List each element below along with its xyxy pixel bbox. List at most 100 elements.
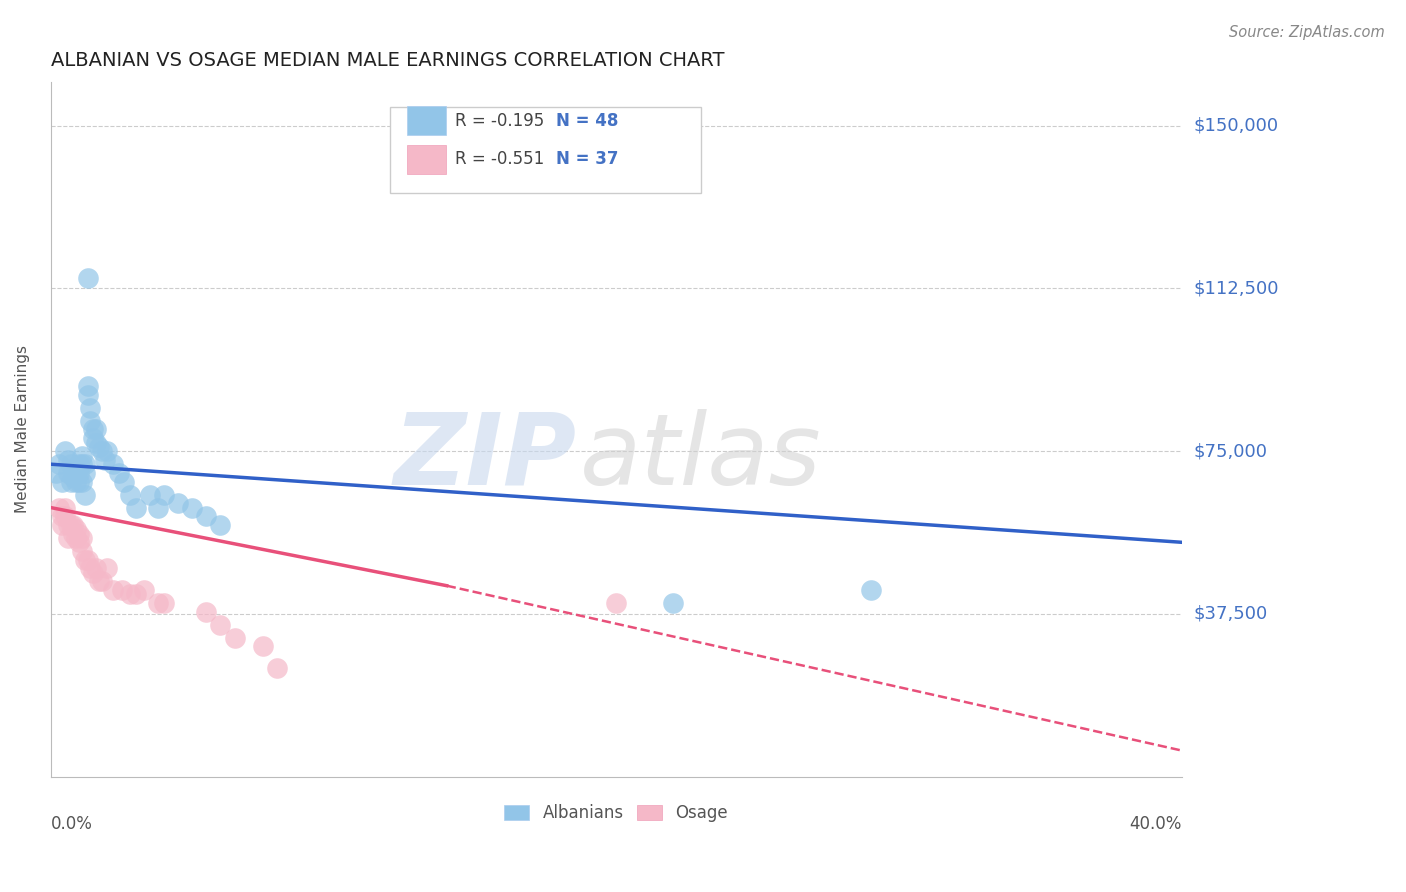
Point	[153, 596, 176, 610]
Point	[209, 518, 232, 533]
Point	[134, 582, 156, 597]
Point	[62, 461, 84, 475]
Point	[76, 270, 98, 285]
Point	[224, 631, 246, 645]
Point	[67, 475, 90, 489]
Point	[124, 587, 146, 601]
Point	[48, 457, 70, 471]
Point	[76, 552, 98, 566]
Point	[56, 531, 79, 545]
Point	[65, 522, 87, 536]
Text: $112,500: $112,500	[1194, 279, 1278, 297]
Point	[45, 466, 67, 480]
Point	[51, 509, 73, 524]
Point	[76, 379, 98, 393]
Point	[73, 487, 96, 501]
Point	[93, 453, 115, 467]
Point	[662, 596, 685, 610]
Point	[79, 401, 101, 415]
Text: 40.0%: 40.0%	[1129, 814, 1182, 833]
Point	[79, 414, 101, 428]
Point	[90, 444, 112, 458]
Point	[181, 500, 204, 515]
Point	[82, 422, 104, 436]
Point	[84, 435, 107, 450]
Point	[62, 470, 84, 484]
Point	[70, 531, 93, 545]
Point	[87, 574, 110, 589]
Point	[51, 475, 73, 489]
Point	[118, 587, 141, 601]
Point	[76, 388, 98, 402]
Text: 0.0%: 0.0%	[51, 814, 93, 833]
Point	[153, 487, 176, 501]
Point	[51, 518, 73, 533]
Point	[70, 457, 93, 471]
Point	[859, 582, 882, 597]
Text: Source: ZipAtlas.com: Source: ZipAtlas.com	[1229, 25, 1385, 40]
Point	[53, 444, 76, 458]
Point	[59, 475, 82, 489]
Point	[48, 500, 70, 515]
FancyBboxPatch shape	[389, 107, 702, 194]
Point	[605, 596, 627, 610]
Text: R = -0.551: R = -0.551	[454, 150, 544, 169]
Point	[112, 475, 135, 489]
Point	[67, 466, 90, 480]
Point	[252, 640, 274, 654]
Point	[118, 487, 141, 501]
Text: N = 37: N = 37	[557, 150, 619, 169]
Text: atlas: atlas	[581, 409, 821, 506]
Point	[148, 500, 170, 515]
Point	[53, 509, 76, 524]
Point	[62, 518, 84, 533]
Point	[110, 582, 132, 597]
Point	[96, 561, 118, 575]
Point	[73, 552, 96, 566]
FancyBboxPatch shape	[408, 106, 446, 136]
Point	[65, 466, 87, 480]
Point	[65, 531, 87, 545]
Point	[53, 500, 76, 515]
Point	[82, 566, 104, 580]
Point	[96, 444, 118, 458]
Point	[124, 500, 146, 515]
Point	[107, 466, 129, 480]
Point	[79, 561, 101, 575]
Point	[87, 440, 110, 454]
Point	[73, 457, 96, 471]
Text: R = -0.195: R = -0.195	[454, 112, 544, 130]
Text: ZIP: ZIP	[394, 409, 576, 506]
Point	[195, 509, 218, 524]
Point	[59, 518, 82, 533]
Text: ALBANIAN VS OSAGE MEDIAN MALE EARNINGS CORRELATION CHART: ALBANIAN VS OSAGE MEDIAN MALE EARNINGS C…	[51, 51, 724, 70]
Point	[59, 457, 82, 471]
FancyBboxPatch shape	[408, 145, 446, 174]
Point	[101, 457, 124, 471]
Point	[70, 475, 93, 489]
Text: $150,000: $150,000	[1194, 117, 1278, 135]
Text: N = 48: N = 48	[557, 112, 619, 130]
Point	[84, 561, 107, 575]
Text: $75,000: $75,000	[1194, 442, 1267, 460]
Point	[82, 431, 104, 445]
Legend: Albanians, Osage: Albanians, Osage	[499, 799, 734, 827]
Point	[70, 544, 93, 558]
Point	[90, 574, 112, 589]
Point	[56, 453, 79, 467]
Point	[195, 605, 218, 619]
Point	[67, 457, 90, 471]
Point	[139, 487, 162, 501]
Point	[266, 661, 288, 675]
Point	[209, 617, 232, 632]
Text: $37,500: $37,500	[1194, 605, 1267, 623]
Point	[73, 466, 96, 480]
Point	[65, 475, 87, 489]
Point	[56, 466, 79, 480]
Y-axis label: Median Male Earnings: Median Male Earnings	[15, 345, 30, 514]
Point	[101, 582, 124, 597]
Point	[148, 596, 170, 610]
Point	[62, 526, 84, 541]
Point	[56, 518, 79, 533]
Point	[84, 422, 107, 436]
